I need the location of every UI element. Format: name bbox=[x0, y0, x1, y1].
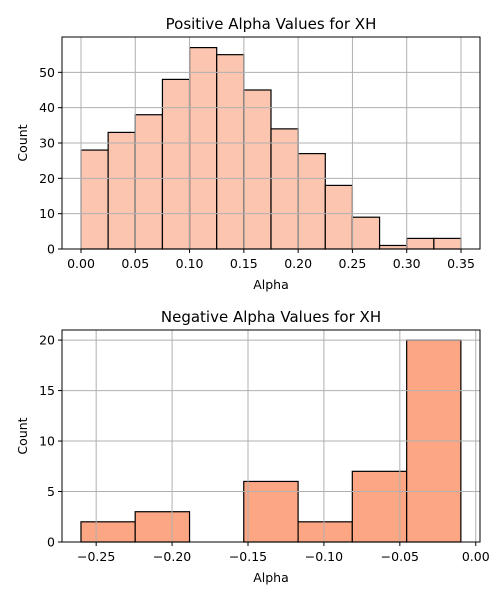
histogram-bar bbox=[188, 46, 218, 250]
histogram-bar bbox=[351, 216, 381, 250]
x-tick-label: 0.30 bbox=[393, 256, 421, 271]
negative-alpha-histogram: −0.25 −0.20 −0.15 −0.10 −0.05 0.00 0 5 10 15 20 Neg… bbox=[15, 308, 490, 585]
x-tick-label: 0.20 bbox=[284, 256, 312, 271]
y-tick-label: 20 bbox=[39, 333, 55, 348]
y-tick-label: 50 bbox=[39, 65, 55, 80]
histogram-bar bbox=[297, 521, 353, 543]
x-tick-label: −0.25 bbox=[77, 549, 115, 564]
histogram-bar bbox=[243, 89, 272, 250]
y-tick-label: 0 bbox=[47, 242, 55, 257]
x-tick-label: −0.10 bbox=[305, 549, 343, 564]
y-tick-label: 30 bbox=[39, 136, 55, 151]
x-axis-label: Alpha bbox=[253, 277, 289, 292]
y-tick-label: 10 bbox=[39, 206, 55, 221]
histogram-bar bbox=[80, 149, 109, 250]
x-tick-label: 0.00 bbox=[462, 549, 490, 564]
y-axis-label: Count bbox=[15, 417, 30, 454]
x-tick-label: 0.35 bbox=[447, 256, 475, 271]
chart-title: Negative Alpha Values for XH bbox=[161, 308, 381, 326]
x-tick-label: 0.15 bbox=[230, 256, 258, 271]
y-tick-label: 20 bbox=[39, 171, 55, 186]
histogram-bar bbox=[80, 521, 136, 543]
histogram-bar bbox=[378, 244, 408, 250]
chart-title: Positive Alpha Values for XH bbox=[166, 15, 377, 33]
histogram-bar bbox=[433, 237, 462, 250]
y-tick-label: 5 bbox=[47, 484, 55, 499]
y-tick-label: 0 bbox=[47, 535, 55, 550]
histogram-bar bbox=[107, 131, 136, 250]
x-tick-label: 0.05 bbox=[121, 256, 149, 271]
x-axis-label: Alpha bbox=[253, 570, 289, 585]
histogram-bar bbox=[270, 128, 299, 250]
histogram-bar bbox=[161, 78, 191, 250]
histogram-bar bbox=[324, 184, 354, 250]
plot-frame bbox=[61, 329, 481, 543]
histogram-bar bbox=[134, 511, 191, 543]
histogram-bar bbox=[297, 153, 326, 250]
x-tick-label: −0.05 bbox=[381, 549, 419, 564]
y-tick-label: 10 bbox=[39, 434, 55, 449]
x-tick-label: −0.20 bbox=[153, 549, 191, 564]
histogram-bar bbox=[406, 237, 435, 250]
x-tick-label: 0.10 bbox=[176, 256, 204, 271]
histogram-bar bbox=[243, 480, 299, 543]
x-tick-label: 0.00 bbox=[67, 256, 95, 271]
y-axis-label: Count bbox=[15, 124, 30, 161]
positive-alpha-histogram: 0.00 0.05 0.10 0.15 0.20 0.25 0.30 0.35 0 10 20 30 4… bbox=[15, 15, 481, 292]
x-tick-label: 0.25 bbox=[339, 256, 367, 271]
histogram-bar bbox=[216, 54, 245, 250]
histogram-bar bbox=[351, 470, 408, 543]
y-tick-label: 15 bbox=[39, 383, 55, 398]
y-tick-label: 40 bbox=[39, 100, 55, 115]
histogram-bar bbox=[134, 114, 164, 250]
x-tick-label: −0.15 bbox=[229, 549, 267, 564]
